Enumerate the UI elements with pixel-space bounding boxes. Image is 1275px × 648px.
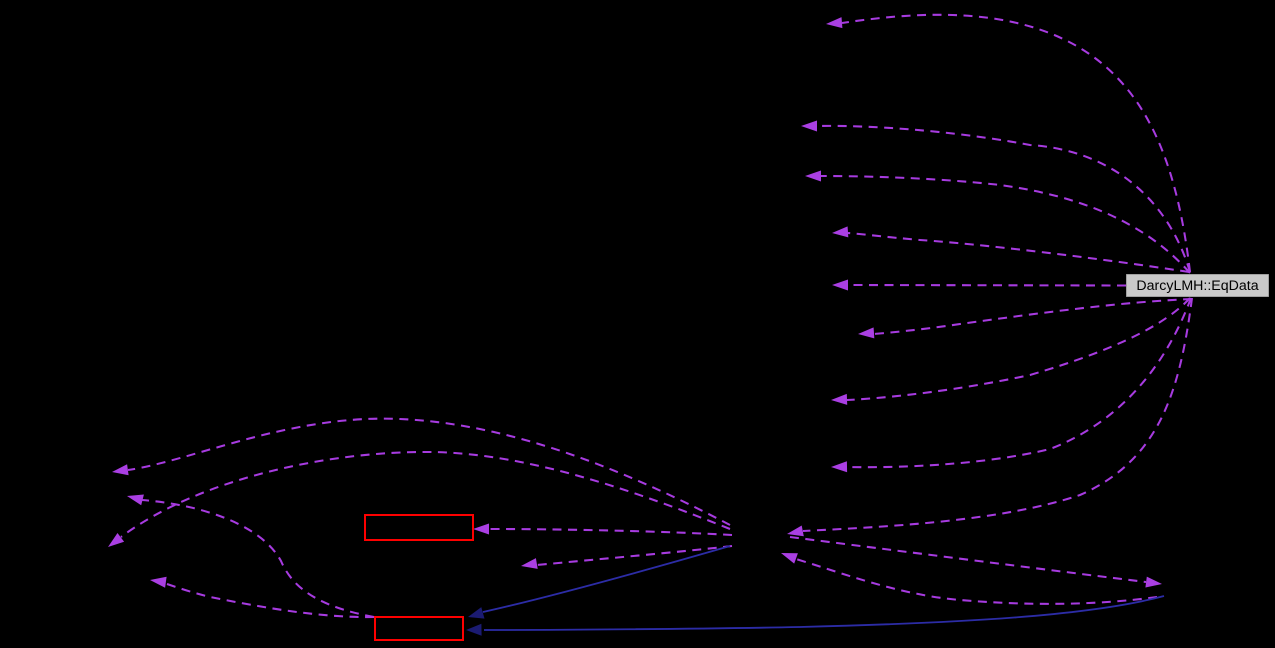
svg-text:DarcyLMH::EqData: DarcyLMH::EqData	[1136, 278, 1258, 294]
